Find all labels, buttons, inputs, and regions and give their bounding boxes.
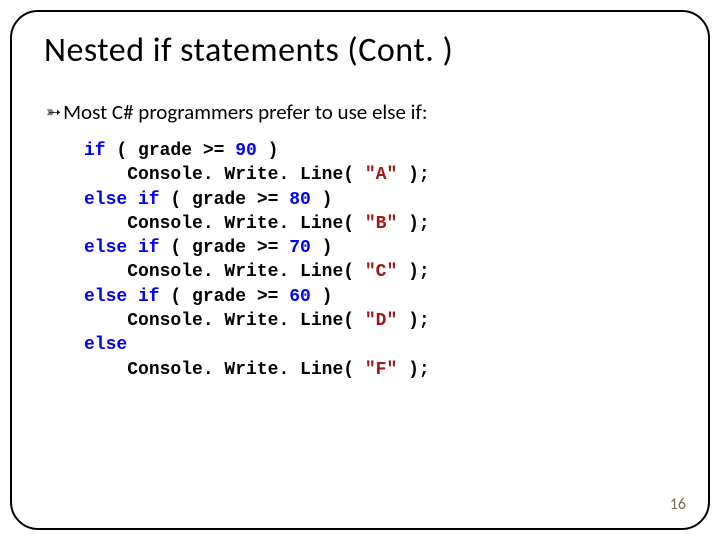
- code-token: else if: [84, 190, 160, 210]
- slide-title: Nested if statements (Cont. ): [44, 30, 680, 71]
- code-token: );: [397, 165, 429, 185]
- code-token: 80: [289, 190, 311, 210]
- code-token: ( grade >=: [160, 238, 290, 258]
- code-token: "A": [365, 165, 397, 185]
- code-token: ( grade >=: [160, 190, 290, 210]
- code-token: 70: [289, 238, 311, 258]
- body-line: ➳Most C# programmers prefer to use else …: [46, 99, 680, 125]
- code-token: Console. Write. Line(: [127, 311, 365, 331]
- bullet-icon: ➳: [46, 102, 61, 122]
- code-token: else: [84, 335, 127, 355]
- code-token: Console. Write. Line(: [127, 360, 365, 380]
- code-token: "B": [365, 214, 397, 234]
- code-token: "F": [365, 360, 397, 380]
- code-token: ): [311, 238, 333, 258]
- code-token: "D": [365, 311, 397, 331]
- code-token: );: [397, 262, 429, 282]
- code-block: if ( grade >= 90 ) Console. Write. Line(…: [84, 139, 680, 382]
- code-token: "C": [365, 262, 397, 282]
- code-token: Console. Write. Line(: [127, 262, 365, 282]
- code-token: );: [397, 360, 429, 380]
- code-token: 90: [235, 141, 257, 161]
- page-number: 16: [670, 495, 686, 514]
- code-token: if: [84, 141, 106, 161]
- code-token: );: [397, 311, 429, 331]
- slide-frame: Nested if statements (Cont. ) ➳Most C# p…: [10, 10, 710, 530]
- code-token: ): [257, 141, 279, 161]
- code-token: Console. Write. Line(: [127, 214, 365, 234]
- code-token: ): [311, 287, 333, 307]
- body-text: Most C# programmers prefer to use else i…: [63, 99, 427, 125]
- code-token: ( grade >=: [160, 287, 290, 307]
- code-token: ( grade >=: [106, 141, 236, 161]
- code-token: ): [311, 190, 333, 210]
- code-text: if ( grade >= 90 ) Console. Write. Line(…: [84, 139, 680, 382]
- code-token: );: [397, 214, 429, 234]
- code-token: 60: [289, 287, 311, 307]
- code-token: Console. Write. Line(: [127, 165, 365, 185]
- code-token: else if: [84, 287, 160, 307]
- code-token: else if: [84, 238, 160, 258]
